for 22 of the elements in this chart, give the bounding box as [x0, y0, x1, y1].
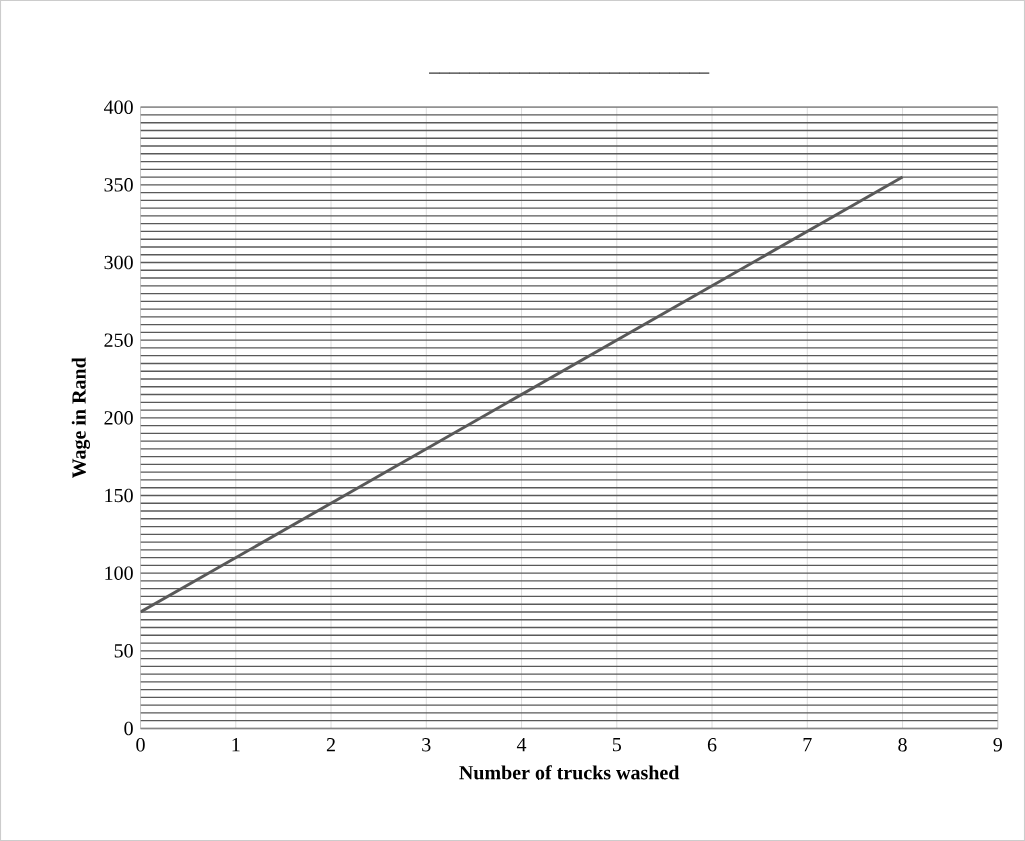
y-tick-label: 150: [105, 488, 133, 503]
x-tick-label: 7: [803, 738, 812, 752]
y-tick-label: 50: [114, 644, 133, 658]
y-tick-label: 300: [104, 255, 133, 270]
x-tick-label: 6: [707, 738, 717, 752]
x-tick-label: 9: [993, 738, 1002, 752]
y-tick-label: 250: [104, 333, 133, 347]
x-tick-label: 1: [232, 738, 240, 752]
chart-title: ____________________________: [429, 72, 710, 74]
y-tick-label: 200: [104, 411, 133, 425]
y-tick-label: 400: [103, 100, 133, 114]
x-tick-label: 8: [898, 738, 907, 752]
y-tick-label: 350: [104, 178, 133, 192]
x-tick-label: 2: [326, 738, 335, 752]
x-tick-label: 0: [136, 738, 145, 752]
x-tick-label: 5: [612, 738, 622, 752]
y-tick-label: 100: [105, 566, 133, 580]
y-axis-title: Wage in Rand: [71, 357, 90, 479]
x-tick-label: 3: [422, 738, 431, 752]
x-axis-title: Number of trucks washed: [459, 765, 680, 780]
y-tick-label: 0: [124, 721, 133, 736]
x-tick-label: 4: [516, 738, 527, 752]
